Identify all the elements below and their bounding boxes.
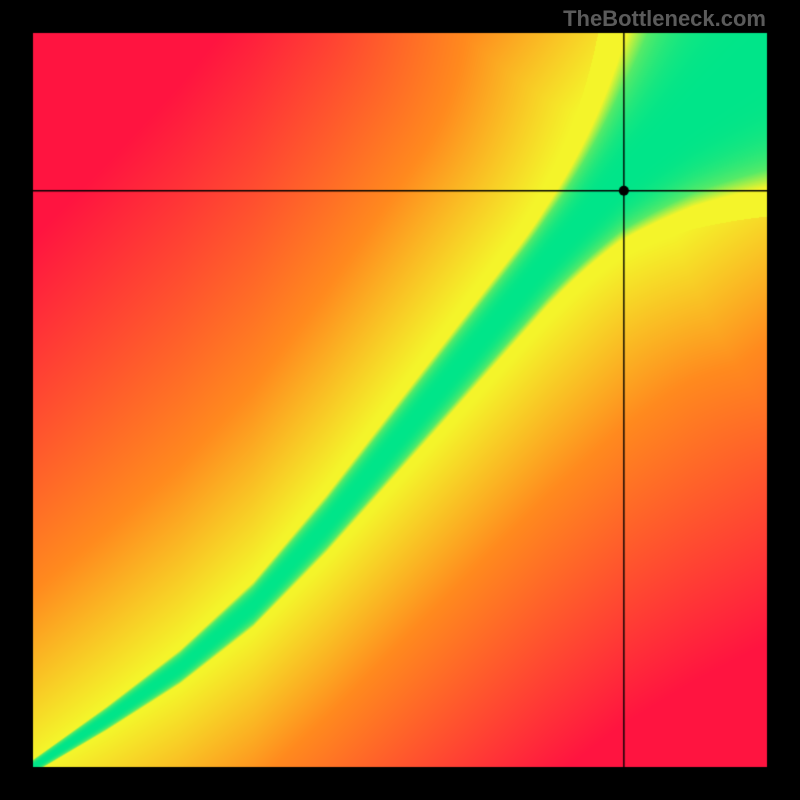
chart-container: TheBottleneck.com [0, 0, 800, 800]
watermark-text: TheBottleneck.com [563, 6, 766, 32]
heatmap-canvas [0, 0, 800, 800]
